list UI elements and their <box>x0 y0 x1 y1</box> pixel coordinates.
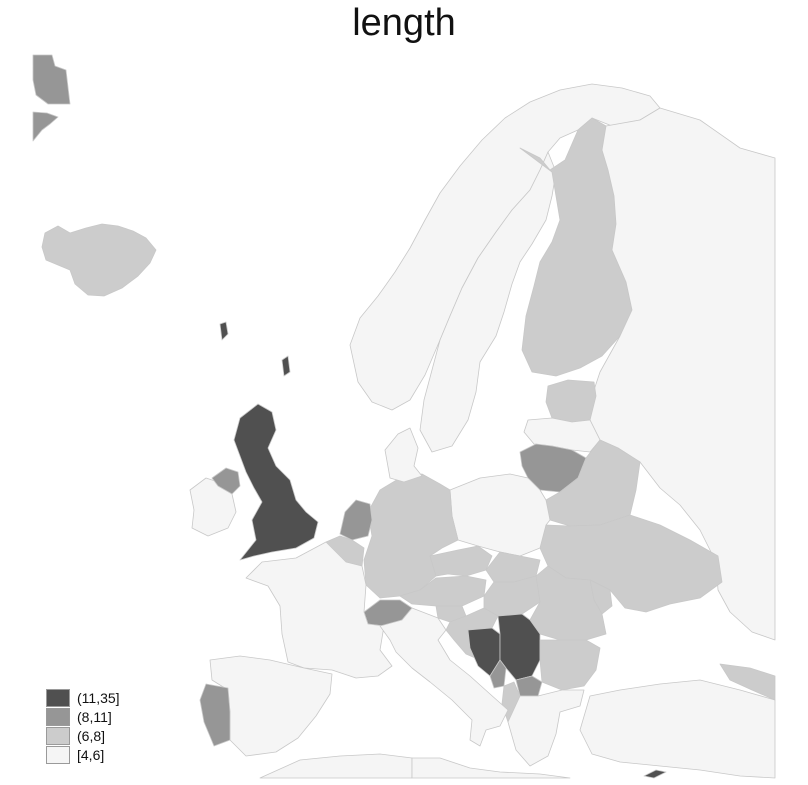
region-ireland <box>189 477 237 537</box>
region-greece <box>507 689 585 767</box>
legend-label: (6,8] <box>77 727 106 744</box>
region-shetland <box>281 355 291 377</box>
region-norway <box>349 83 661 411</box>
region-estonia <box>545 379 597 423</box>
region-iceland <box>41 223 157 297</box>
region-portugal <box>199 683 231 747</box>
region-turkey <box>579 679 776 779</box>
legend-swatch <box>46 707 70 726</box>
region-greenland-south <box>32 111 59 142</box>
region-faroe-shetland <box>219 321 229 341</box>
region-greenland <box>32 54 71 105</box>
region-northern-ireland <box>211 467 241 495</box>
legend-label: [4,6] <box>77 746 105 763</box>
legend-swatch <box>46 688 70 707</box>
region-northern-cyprus <box>643 769 667 779</box>
region-poland <box>449 473 551 557</box>
region-bulgaria <box>539 639 601 691</box>
region-latvia <box>523 417 601 453</box>
region-france <box>245 541 393 679</box>
region-north-africa <box>259 753 413 779</box>
region-italy <box>379 607 509 747</box>
region-north-macedonia <box>515 675 543 697</box>
legend-swatch <box>46 726 70 745</box>
legend-item: (11,35] <box>46 688 120 707</box>
legend-swatch <box>46 745 70 764</box>
legend-item: [4,6] <box>46 745 120 764</box>
legend-item: (8,11] <box>46 707 120 726</box>
region-sweden <box>419 151 557 453</box>
legend-item: (6,8] <box>46 726 120 745</box>
region-austria <box>399 575 487 607</box>
map-title: length <box>352 2 456 44</box>
legend: (11,35] (8,11] (6,8] [4,6] <box>46 688 120 764</box>
region-netherlands <box>339 499 373 541</box>
region-great-britain <box>233 403 319 561</box>
region-georgia <box>719 663 776 701</box>
region-czechia <box>429 545 493 577</box>
legend-label: (11,35] <box>77 689 120 706</box>
region-north-africa-east <box>411 757 571 779</box>
region-montenegro <box>489 659 507 689</box>
region-denmark <box>384 427 423 483</box>
legend-label: (8,11] <box>77 708 112 725</box>
